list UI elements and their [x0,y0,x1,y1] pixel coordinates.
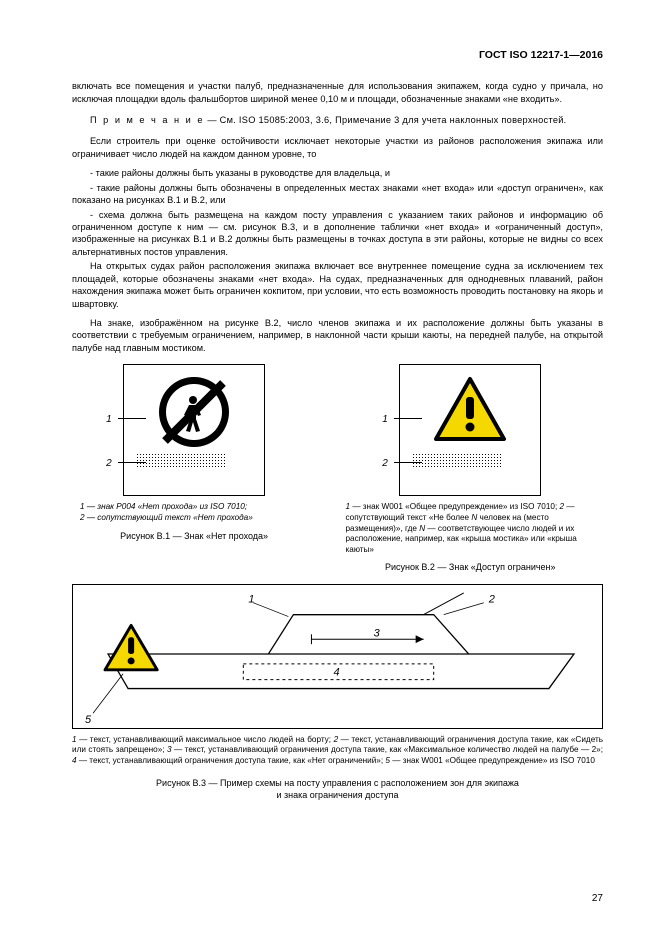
fig1-legend: 1 — знак Р004 «Нет прохода» из ISO 7010;… [80,502,308,523]
fig3-c3: 3 [374,627,380,639]
fig2-legend: 1 — знак W001 «Общее предупреждение» из … [346,502,596,555]
fig2-callout-1: 1 [382,413,388,427]
fig3-c1: 1 [248,593,254,605]
warning-triangle-icon [432,375,508,445]
fig2-title: Рисунок В.2 — Знак «Доступ ограничен» [338,561,604,573]
fig1-title: Рисунок В.1 — Знак «Нет прохода» [72,530,316,542]
leader-line [118,418,146,419]
no-entry-icon [159,377,229,447]
text-placeholder-dots [412,453,502,467]
fig3-legend: 1 — текст, устанавливающий максимальное … [72,735,603,767]
leader-line [394,418,422,419]
boat-diagram: 1 2 3 4 5 [73,585,602,728]
document-page: ГОСТ ISO 12217-1—2016 включать все помещ… [0,0,661,935]
fig2-callout-2: 2 [382,457,388,471]
fig1-callout-1: 1 [106,413,112,427]
note-label: П р и м е ч а н и е [90,115,204,125]
page-number: 27 [592,892,603,906]
document-header: ГОСТ ISO 12217-1—2016 [72,48,603,62]
note-body: — См. ISO 15085:2003, 3.6, Примечание 3 … [204,115,566,125]
bullet-3: - схема должна быть размещена на каждом … [72,209,603,259]
paragraph-2: Если строитель при оценке остойчивости и… [72,135,603,160]
fig3-title: Рисунок В.3 — Пример схемы на посту упра… [72,777,603,801]
figure-row: 1 2 1 — знак Р004 «Нет прохода» из ISO 7… [72,364,603,573]
sign-box-2: 1 2 [399,364,541,496]
fig3-c2: 2 [488,593,495,605]
figure-b2: 1 2 1 — знак W001 «Общее предупреждение»… [338,364,604,573]
paragraph-3: На открытых судах район расположения эки… [72,260,603,310]
figure-b3-box: 1 2 3 4 5 [72,584,603,729]
fig3-c5: 5 [85,714,92,726]
sign-box-1: 1 2 [123,364,265,496]
fig1-callout-2: 2 [106,457,112,471]
paragraph-4: На знаке, изображённом на рисунке В.2, ч… [72,317,603,354]
figure-b1: 1 2 1 — знак Р004 «Нет прохода» из ISO 7… [72,364,316,573]
bullet-2: - такие районы должны быть обозначены в … [72,182,603,207]
text-placeholder-dots [136,453,226,467]
fig3-c4: 4 [333,666,339,678]
paragraph-1: включать все помещения и участки палуб, … [72,80,603,105]
bullet-1: - такие районы должны быть указаны в рук… [72,167,603,179]
note-1: П р и м е ч а н и е — См. ISO 15085:2003… [72,114,603,126]
